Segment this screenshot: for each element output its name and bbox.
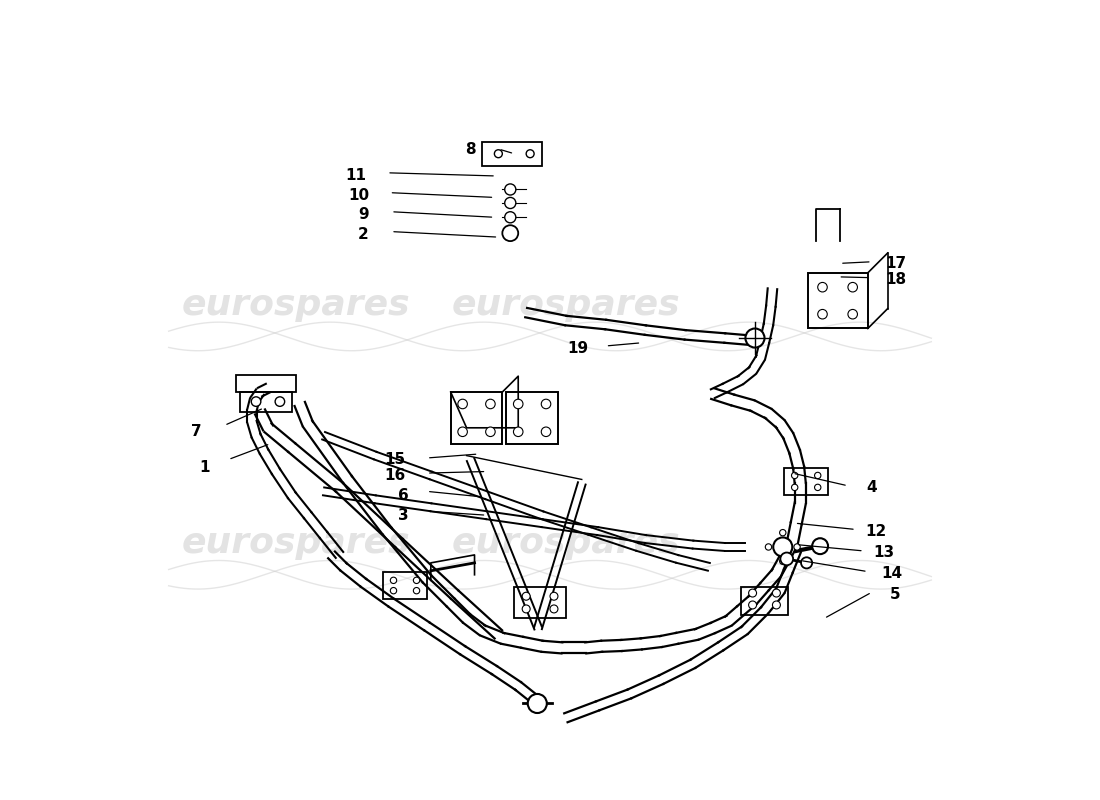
Circle shape: [550, 605, 558, 613]
Circle shape: [801, 558, 812, 569]
Circle shape: [848, 282, 858, 292]
Text: eurospares: eurospares: [452, 288, 680, 322]
Circle shape: [772, 601, 780, 609]
Text: 19: 19: [568, 341, 588, 356]
Circle shape: [794, 544, 801, 550]
Bar: [483, 142, 542, 166]
Text: 7: 7: [191, 424, 201, 439]
Circle shape: [812, 538, 828, 554]
Circle shape: [390, 587, 397, 594]
Text: 5: 5: [890, 587, 901, 602]
Circle shape: [746, 329, 764, 347]
Circle shape: [772, 589, 780, 597]
Text: 17: 17: [886, 256, 906, 271]
Text: 6: 6: [398, 488, 408, 503]
Circle shape: [503, 226, 518, 241]
Circle shape: [773, 538, 792, 557]
Circle shape: [792, 472, 798, 478]
Circle shape: [414, 587, 420, 594]
Circle shape: [766, 544, 772, 550]
Circle shape: [522, 592, 530, 600]
Circle shape: [528, 694, 547, 713]
Circle shape: [505, 198, 516, 209]
Circle shape: [792, 484, 798, 490]
Circle shape: [749, 601, 757, 609]
Text: 11: 11: [345, 168, 366, 182]
Text: 12: 12: [865, 523, 887, 538]
Circle shape: [458, 427, 468, 437]
Circle shape: [541, 399, 551, 409]
Circle shape: [505, 184, 516, 195]
Circle shape: [526, 150, 535, 158]
Circle shape: [541, 427, 551, 437]
Bar: [236, 374, 296, 392]
Text: 18: 18: [886, 272, 906, 286]
Bar: [784, 467, 828, 495]
Bar: [506, 392, 558, 444]
Circle shape: [780, 558, 786, 565]
Text: 8: 8: [465, 142, 476, 158]
Bar: [240, 392, 292, 412]
Circle shape: [275, 397, 285, 406]
Circle shape: [749, 589, 757, 597]
Text: eurospares: eurospares: [182, 526, 410, 560]
Circle shape: [486, 399, 495, 409]
Bar: [515, 586, 565, 618]
Circle shape: [814, 472, 821, 478]
Circle shape: [514, 427, 522, 437]
Bar: [383, 572, 427, 598]
Circle shape: [486, 427, 495, 437]
Text: 9: 9: [358, 207, 368, 222]
Bar: [808, 273, 868, 329]
Circle shape: [414, 577, 420, 583]
Circle shape: [814, 484, 821, 490]
Text: eurospares: eurospares: [452, 526, 680, 560]
Text: 13: 13: [873, 545, 894, 560]
Text: 10: 10: [349, 187, 370, 202]
Circle shape: [780, 530, 786, 536]
Text: 15: 15: [385, 452, 406, 467]
Bar: [451, 392, 503, 444]
Text: 1: 1: [199, 460, 210, 475]
Bar: [740, 586, 789, 614]
Circle shape: [505, 212, 516, 223]
Text: 16: 16: [385, 468, 406, 483]
Circle shape: [817, 282, 827, 292]
Text: 14: 14: [881, 566, 902, 581]
Circle shape: [494, 150, 503, 158]
Circle shape: [522, 605, 530, 613]
Text: 3: 3: [398, 508, 408, 522]
Circle shape: [817, 310, 827, 319]
Circle shape: [780, 553, 793, 566]
Circle shape: [550, 592, 558, 600]
Circle shape: [848, 310, 858, 319]
Circle shape: [458, 399, 468, 409]
Text: eurospares: eurospares: [182, 288, 410, 322]
Circle shape: [514, 399, 522, 409]
Text: 2: 2: [358, 227, 368, 242]
Circle shape: [390, 577, 397, 583]
Circle shape: [251, 397, 261, 406]
Text: 4: 4: [867, 480, 877, 495]
